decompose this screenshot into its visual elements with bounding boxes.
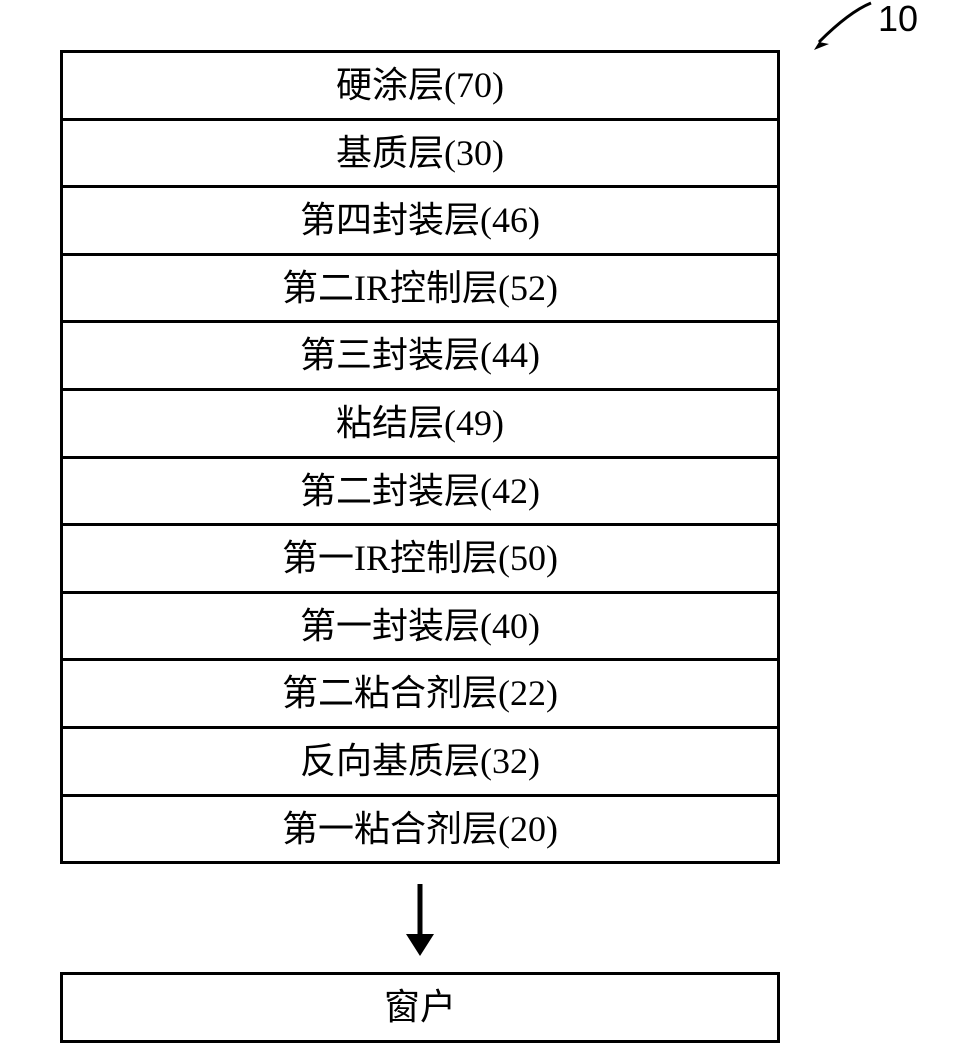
layer-row: 第二封装层(42) [63,459,777,527]
layer-label: 第一粘合剂层(20) [282,809,558,849]
layer-label: 第四封装层(46) [300,200,540,240]
layer-row: 第二粘合剂层(22) [63,661,777,729]
layer-row: 第一IR控制层(50) [63,526,777,594]
layer-row: 反向基质层(32) [63,729,777,797]
layer-row: 基质层(30) [63,121,777,189]
down-arrow-container [60,864,780,972]
diagram-annotation: 10 [809,0,914,52]
annotation-label: 10 [878,0,918,40]
target-box: 窗户 [60,972,780,1043]
layer-label: 粘结层(49) [336,403,504,443]
annotation-curved-arrow-icon [809,0,874,52]
layer-label: 第二粘合剂层(22) [282,673,558,713]
layer-stack: 硬涂层(70) 基质层(30) 第四封装层(46) 第二IR控制层(52) 第三… [60,50,780,864]
layer-label: 第三封装层(44) [300,335,540,375]
layer-row: 粘结层(49) [63,391,777,459]
down-arrow-icon [402,882,438,958]
layer-row: 第一粘合剂层(20) [63,797,777,865]
layer-label: 第一封装层(40) [300,606,540,646]
layer-label: 反向基质层(32) [300,741,540,781]
layer-row: 硬涂层(70) [63,53,777,121]
layer-label: 基质层(30) [336,133,504,173]
layer-label: 第二封装层(42) [300,471,540,511]
layer-diagram: 硬涂层(70) 基质层(30) 第四封装层(46) 第二IR控制层(52) 第三… [60,50,780,1043]
layer-row: 第三封装层(44) [63,323,777,391]
layer-row: 第一封装层(40) [63,594,777,662]
layer-label: 硬涂层(70) [336,65,504,105]
layer-label: 第一IR控制层(50) [282,538,558,578]
target-label: 窗户 [384,987,456,1027]
layer-label: 第二IR控制层(52) [282,268,558,308]
layer-row: 第二IR控制层(52) [63,256,777,324]
layer-row: 第四封装层(46) [63,188,777,256]
